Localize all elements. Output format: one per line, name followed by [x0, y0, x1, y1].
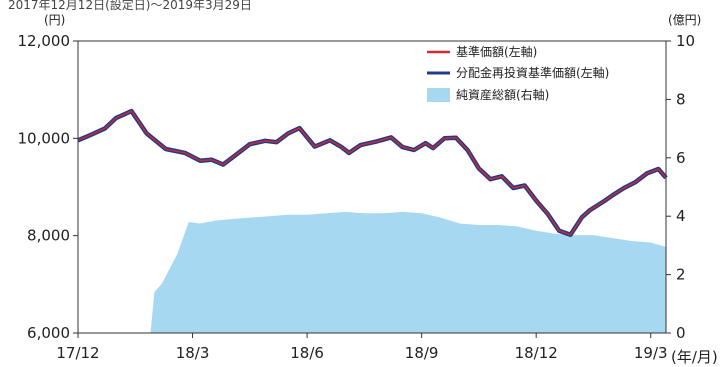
x-axis-unit: (年/月)	[671, 348, 718, 366]
legend-label-nav: 基準価額(左軸)	[456, 44, 537, 59]
right-axis-unit: (億円)	[668, 13, 701, 27]
net-assets-area-layer	[150, 211, 666, 333]
axes-layer: 6,000 8,000 10,000 12,000 0 2 4 6 8 10 17/12 18/3 18…	[18, 32, 696, 362]
x-tick-label: 18/12	[515, 344, 558, 362]
nav-line	[77, 110, 667, 236]
right-tick-label: 6	[676, 149, 686, 167]
right-tick-label: 10	[676, 32, 695, 50]
x-tick-label: 18/6	[290, 344, 324, 362]
net-assets-area	[150, 211, 666, 333]
legend-label-reinvested: 分配金再投資基準価額(左軸)	[456, 65, 609, 80]
x-tick-label: 18/9	[405, 344, 439, 362]
left-tick-label: 10,000	[18, 129, 71, 147]
left-tick-label: 8,000	[27, 227, 70, 245]
price-lines-layer	[77, 108, 668, 237]
left-tick-label: 6,000	[27, 324, 70, 342]
chart-header-text: 2017年12月12日(設定日)～2019年3月29日	[8, 0, 252, 12]
right-tick-label: 0	[676, 324, 686, 342]
left-tick-label: 12,000	[18, 32, 71, 50]
legend-label-net-assets: 純資産総額(右軸)	[456, 87, 549, 102]
x-tick-label: 17/12	[56, 344, 99, 362]
right-tick-label: 2	[676, 266, 686, 284]
x-tick-label: 19/3	[634, 344, 668, 362]
right-tick-label: 8	[676, 90, 686, 108]
legend-swatch-net-assets	[427, 88, 450, 102]
legend: 基準価額(左軸) 分配金再投資基準価額(左軸) 純資産総額(右軸)	[427, 44, 609, 102]
x-tick-label: 18/3	[176, 344, 210, 362]
left-axis-unit: (円)	[44, 13, 65, 27]
right-tick-label: 4	[676, 207, 686, 225]
